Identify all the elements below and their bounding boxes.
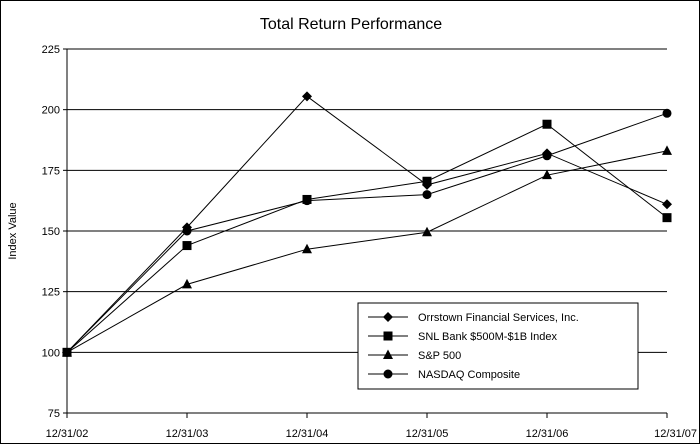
x-tick-label: 12/31/02 [46,428,89,440]
axes: 75 100 125 150 175 200 225 12/31/02 12/31/03 12/3… [42,44,697,440]
y-tick-label: 75 [48,408,60,420]
data-point-diamond [302,91,312,102]
data-point-square [422,176,432,186]
chart-title: Total Return Performance [260,16,442,33]
data-point-square [662,213,672,223]
legend-marker-triangle [383,349,393,359]
data-point-circle [662,108,672,118]
data-point-circle [302,196,312,206]
y-tick-label: 125 [42,287,60,299]
series-nasdaq-composite [62,108,672,357]
y-tick-label: 200 [42,105,60,117]
legend-label: Orrstown Financial Services, Inc. [418,312,579,324]
x-tick-label: 12/31/05 [406,428,449,440]
series-line [66,95,668,353]
data-point-square [182,241,192,251]
data-point-circle [182,226,192,236]
legend-item: SNL Bank $500M-$1B Index [368,331,558,343]
legend-marker-diamond [383,312,393,322]
data-point-triangle [302,243,312,254]
y-tick-label: 150 [42,226,60,238]
legend-marker-circle [383,369,393,379]
y-tick-label: 100 [42,347,60,359]
series-s-p-500 [62,145,672,357]
x-tick-label: 12/31/06 [526,428,569,440]
legend-item: NASDAQ Composite [368,369,520,381]
legend-label: S&P 500 [418,350,461,362]
x-tick-label: 12/31/03 [166,428,209,440]
y-axis-title: Index Value [7,202,19,259]
data-point-triangle [542,169,552,180]
data-point-square [542,119,552,129]
legend-label: NASDAQ Composite [418,369,520,381]
series-group [62,91,672,358]
x-tick-label: 12/31/04 [286,428,329,440]
series-line [66,112,668,353]
legend-item: S&P 500 [368,349,461,362]
data-point-diamond [662,199,672,210]
y-tick-label: 225 [42,44,60,56]
data-point-circle [422,190,432,200]
series-line [66,123,668,353]
y-tick-label: 175 [42,165,60,177]
data-point-triangle [422,226,432,237]
legend: Orrstown Financial Services, Inc. SNL Ban… [357,302,639,390]
data-point-circle [542,151,552,161]
x-tick-label: 12/31/07 [654,428,697,440]
series-line [66,150,668,353]
legend-label: SNL Bank $500M-$1B Index [418,331,558,343]
legend-item: Orrstown Financial Services, Inc. [368,312,579,324]
data-point-triangle [182,278,192,289]
data-point-circle [62,347,72,357]
legend-marker-square [383,331,393,341]
data-point-triangle [662,145,672,155]
